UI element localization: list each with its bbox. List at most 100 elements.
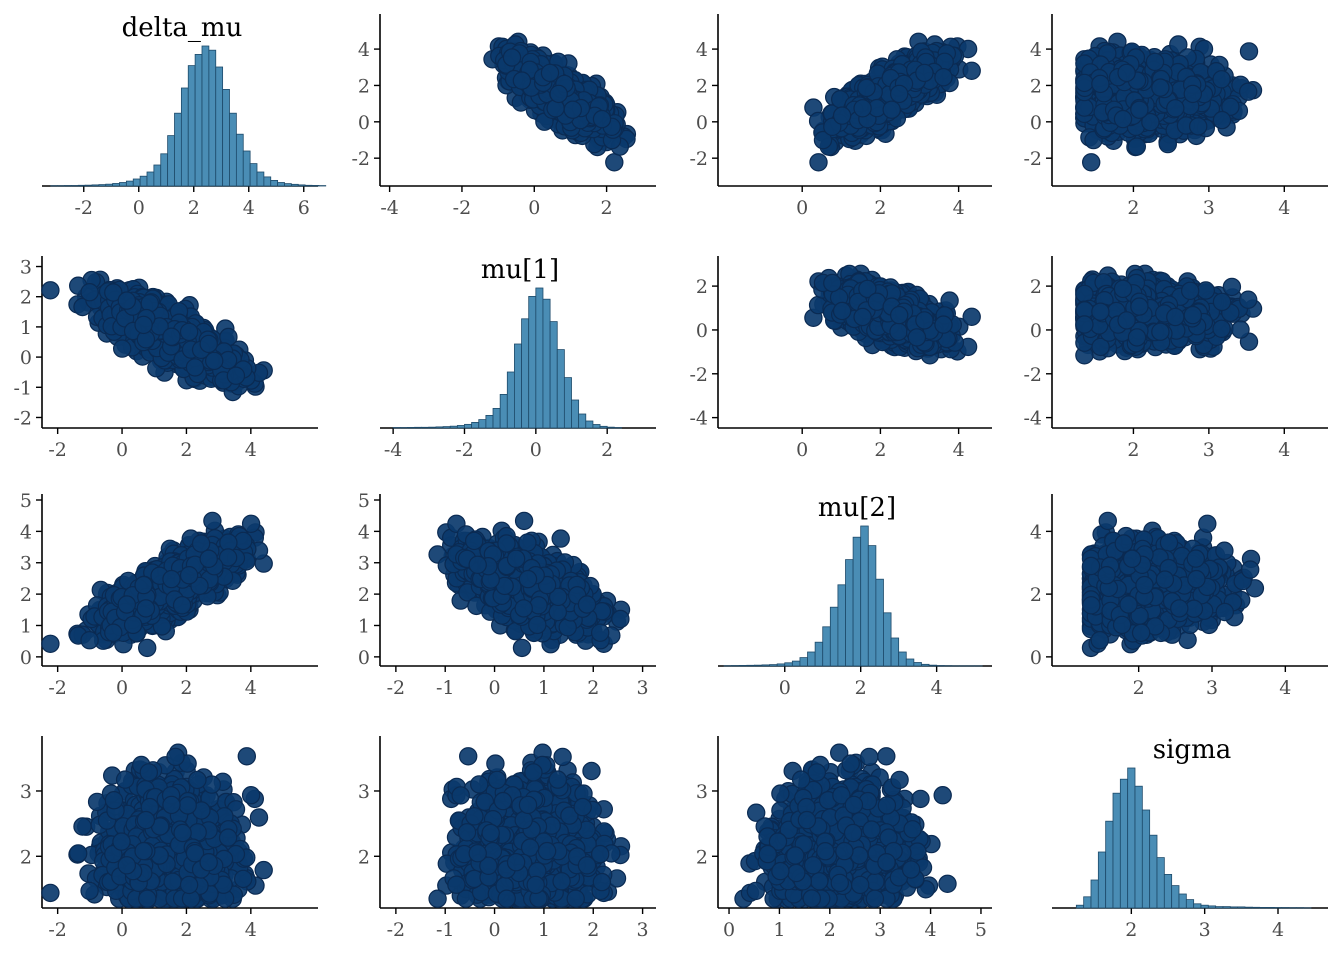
scatter-point [549,84,568,104]
y-tick-label: 4 [696,39,708,61]
scatter-point [962,61,981,81]
x-tick-label: 2 [874,197,886,219]
scatter-point [882,100,901,119]
scatter-point [540,63,560,83]
y-tick-label: 4 [358,39,370,61]
scatter-point [1127,137,1147,156]
x-tick-label: 0 [133,197,145,219]
histogram-bar [242,150,251,187]
scatter-point [1091,74,1110,94]
scatter-point [1212,110,1232,130]
x-tick-label: 4 [243,197,255,219]
x-tick-label: 2 [601,197,613,219]
histogram-bar [174,112,182,187]
histogram-bar [297,184,306,187]
histogram-bar [222,89,230,187]
histogram-bar [235,133,244,187]
histogram-bar [290,183,299,187]
histogram-panel-0-0: -2 0 2 4 6 delta_mu [42,13,327,219]
histogram-bar [256,171,265,187]
histogram-bar [194,54,203,187]
scatter-point [890,84,909,104]
y-tick-label: 2 [1030,75,1042,97]
histogram-bar [277,182,285,187]
x-tick-label: 2 [1127,197,1139,219]
scatter-point [857,78,876,98]
y-tick-label: 2 [696,75,708,97]
histogram-bar [249,163,258,187]
scatter-point [1113,109,1133,129]
x-tick-label: 2 [180,439,192,461]
histogram-bar [270,179,279,187]
x-tick-label: -2 [74,197,93,219]
y-tick-label: -2 [351,148,370,170]
x-tick-label: 6 [298,197,310,219]
histogram-bar [84,184,93,187]
histogram-bar [112,183,120,187]
y-tick-label: 0 [1030,112,1042,134]
histogram-bar [119,182,127,187]
scatter-point [1151,78,1170,97]
histogram-bar [153,164,162,187]
scatter-point [1075,98,1094,117]
x-tick-label: -2 [48,439,67,461]
histogram-bar [263,176,272,187]
y-tick-label: -2 [689,148,708,170]
y-tick-label: 2 [358,75,370,97]
scatter-point [512,71,532,90]
x-tick-label: 3 [1203,197,1215,219]
y-tick-label: 0 [358,112,370,134]
histogram-bar [201,45,210,187]
histogram-bar [139,175,148,187]
x-tick-label: 0 [528,197,540,219]
scatter-point [1212,70,1231,89]
scatter-point [1145,52,1165,72]
x-tick-label: 2 [188,197,200,219]
y-tick-label: 2 [20,287,32,309]
scatter-point [502,48,522,67]
scatter-point [1081,153,1101,172]
y-tick-label: 4 [1030,39,1042,61]
scatter-point [592,109,612,129]
histogram-bar [132,178,141,187]
histogram-bar [160,153,169,187]
histogram-bar [208,49,217,187]
histogram-bar [215,66,224,187]
y-tick-label: 3 [20,257,32,279]
scatter-point [1183,84,1203,104]
scatter-point [563,100,583,119]
y-tick-label: 0 [696,112,708,134]
histogram-bar [284,183,292,187]
y-tick-label: -1 [13,377,32,399]
x-tick-label: -2 [453,197,472,219]
scatter-point [1130,100,1149,119]
histogram-bar [304,184,313,187]
scatter-point [809,153,828,172]
x-tick-label: -4 [380,197,399,219]
scatter-point [1075,73,1094,93]
scatter-point [934,67,953,87]
histogram-bar [180,87,189,187]
scatter-point [832,106,852,125]
histogram-bar [146,171,155,187]
histogram-bar [77,184,86,187]
histogram-bar [311,185,320,187]
histogram-bar [167,135,175,187]
x-tick-label: 0 [796,197,808,219]
y-tick-label: -2 [13,407,32,429]
histogram-bar [91,184,100,187]
scatter-point [605,153,624,172]
scatter-point [853,99,872,118]
scatter-point [1166,99,1185,118]
scatter-panel-0-1: -4 -2 0 2 -2 0 2 4 [351,14,656,219]
histogram-bar [105,183,114,187]
x-tick-label: 4 [245,439,257,461]
scatter-point [1239,42,1259,61]
panel-title: delta_mu [122,13,243,43]
scatter-point [1117,63,1136,83]
y-tick-label: 0 [20,347,32,369]
